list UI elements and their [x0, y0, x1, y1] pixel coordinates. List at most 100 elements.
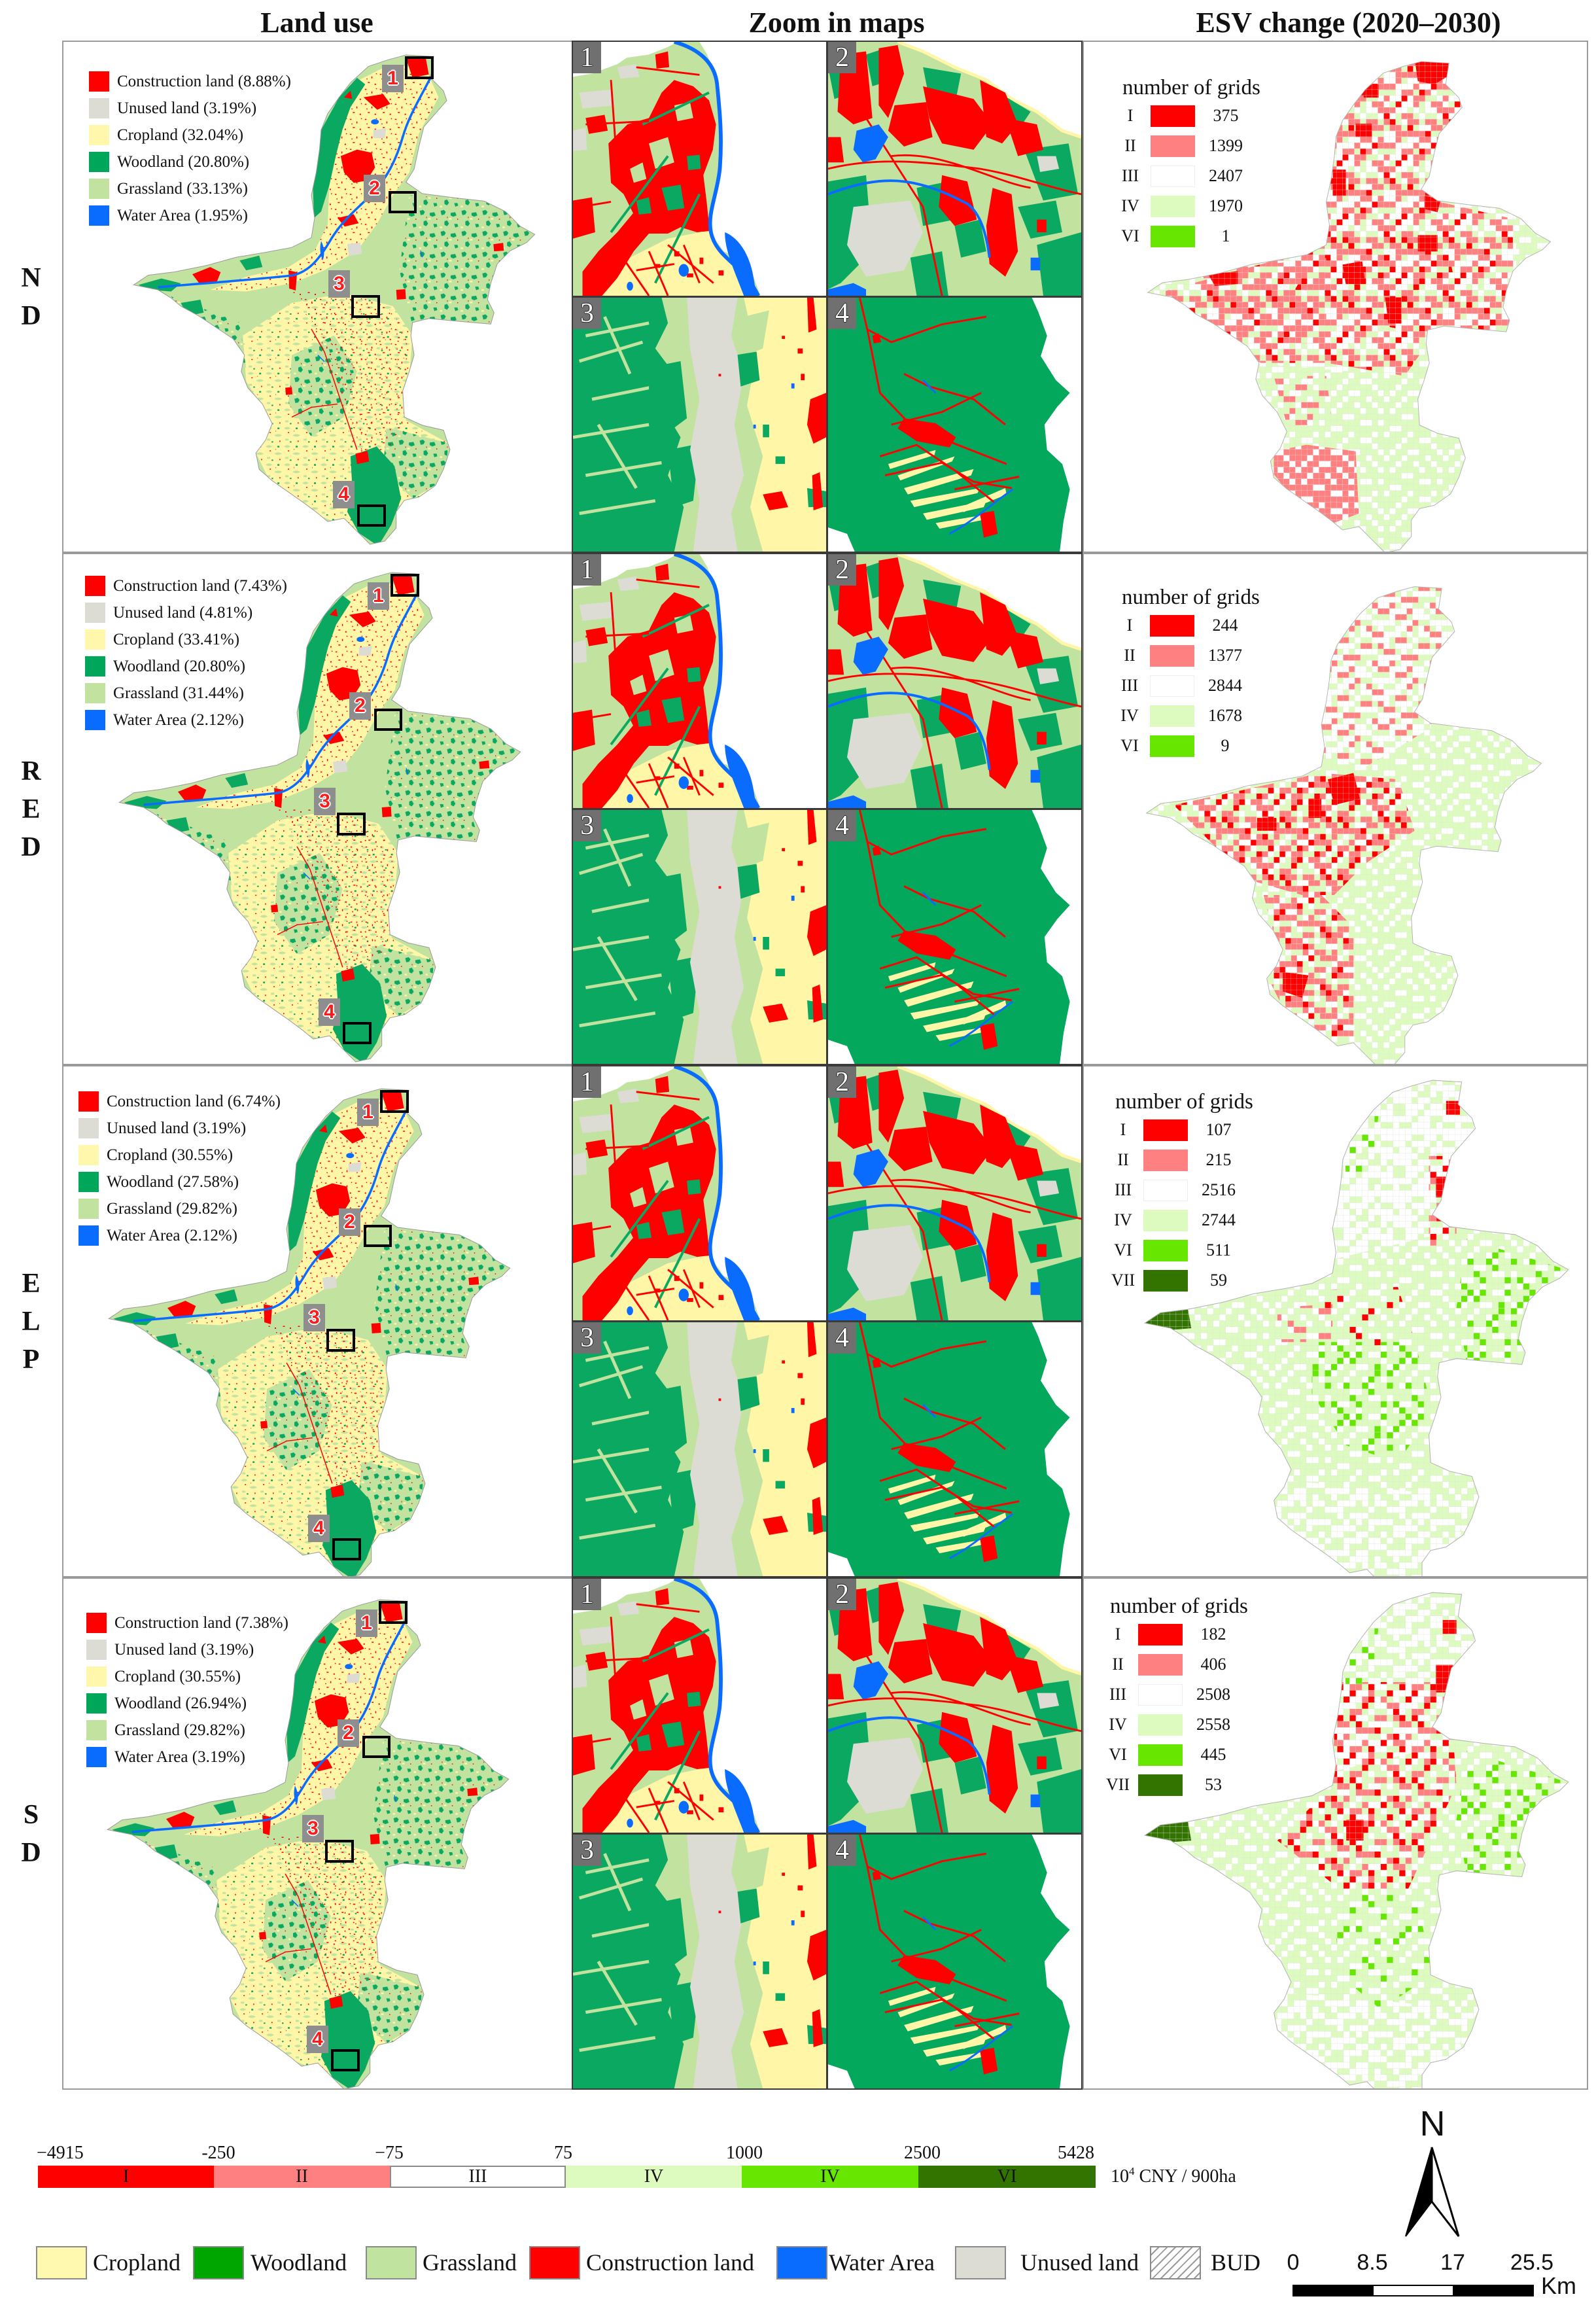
- esv-legend-item-ii: II 215: [1108, 1145, 1253, 1175]
- legend-item-cropland: Cropland (33.41%): [85, 626, 287, 653]
- esv-class-swatch: [1143, 1119, 1188, 1141]
- legend-swatch: [85, 603, 105, 623]
- zoom-map-3: 3: [572, 1833, 827, 2090]
- zoom-map-image: [828, 810, 1081, 1064]
- esv-grid-count: 59: [1210, 1271, 1227, 1290]
- legend-swatch: [89, 179, 109, 199]
- esv-class-swatch: [1143, 1269, 1188, 1292]
- scenario-label-letter: E: [22, 794, 41, 824]
- zoom-map-1: 1: [572, 1577, 827, 1834]
- esv-class-swatch: [1143, 1239, 1188, 1261]
- scenario-label-letter: N: [21, 262, 41, 293]
- zoom-extent-box-1: [405, 56, 434, 79]
- zoom-map-image: [573, 1066, 826, 1320]
- esv-grid-count: 1399: [1209, 136, 1243, 155]
- scale-bar-tick: 0: [1287, 2250, 1300, 2275]
- column-header-esv-change: ESV change (2020–2030): [1196, 7, 1501, 39]
- legend-swatch: [89, 205, 109, 226]
- zoom-map-4: 4: [827, 1321, 1083, 1577]
- legend-label-construction-land: Construction land: [586, 2249, 754, 2276]
- esv-class-swatch: [1143, 1149, 1188, 1171]
- land-use-map-area: 1 2 3 4: [62, 559, 560, 1065]
- legend-swatch: [85, 710, 105, 730]
- legend-swatch: [85, 656, 105, 677]
- esv-class-label: VI: [1121, 226, 1139, 245]
- esv-legend-item-iii: III 2508: [1103, 1680, 1248, 1710]
- zoom-map-number-badge: 1: [573, 554, 601, 586]
- esv-grid-count-legend: number of grids I 107 II 215 III 2516 IV 274…: [1108, 1089, 1253, 1295]
- zoom-extent-box-4: [332, 1538, 361, 1560]
- zoom-extent-box-3: [337, 813, 366, 836]
- zoom-maps-panel: 1 2 3 4: [572, 553, 1083, 1065]
- zoom-map-image: [828, 298, 1081, 552]
- scenario-label-letter: R: [21, 756, 41, 786]
- esv-grid-count: 1377: [1208, 646, 1242, 665]
- esv-class-swatch: [1151, 225, 1195, 247]
- zoom-map-image: [573, 810, 826, 1064]
- esv-class-swatch: [1150, 675, 1194, 697]
- legend-swatch: [86, 1720, 107, 1740]
- esv-grid-count: 445: [1200, 1745, 1226, 1764]
- land-use-panel: 1 2 3 4 Construction land (7.38%) Unused…: [62, 1577, 573, 2090]
- zoom-map-2: 2: [827, 553, 1083, 809]
- zoom-extent-box-3: [325, 1840, 354, 1863]
- zoom-map-number-badge: 4: [828, 810, 856, 841]
- colorbar-unit: 104 CNY / 900ha: [1111, 2166, 1236, 2188]
- esv-legend-title: number of grids: [1115, 1090, 1253, 1114]
- land-use-legend: Construction land (8.88%) Unused land (3…: [89, 68, 291, 229]
- legend-label: Grassland (29.82%): [107, 1199, 237, 1218]
- legend-swatch-grassland: [366, 2246, 417, 2279]
- colorbar-tick: −4915: [37, 2143, 84, 2163]
- scenario-row-red: R E D 1 2 3 4 Construction land (7.43%) …: [21, 553, 1588, 1065]
- map-marker-badge-2: 2: [338, 1719, 359, 1747]
- esv-legend-item-i: I 107: [1108, 1115, 1253, 1145]
- legend-item-water-area: Water Area (3.19%): [86, 1744, 288, 1770]
- esv-grid-count: 511: [1206, 1240, 1232, 1259]
- esv-legend-item-ii: II 1399: [1115, 131, 1260, 161]
- zoom-map-image: [828, 1322, 1081, 1576]
- legend-item-unused-land: Unused land (4.81%): [85, 599, 287, 626]
- legend-swatch: [89, 71, 109, 92]
- zoom-map-3: 3: [572, 296, 827, 553]
- legend-swatch-construction-land: [529, 2246, 580, 2279]
- map-marker-badge-3: 3: [314, 788, 336, 815]
- zoom-extent-box-4: [343, 1022, 372, 1044]
- esv-grid-count-legend: number of grids I 182 II 406 III 2508 IV 255…: [1103, 1593, 1248, 1800]
- legend-item-woodland: Woodland (26.94%): [86, 1690, 288, 1717]
- esv-legend-item-iv: IV 1678: [1115, 701, 1260, 731]
- zoom-map-3: 3: [572, 809, 827, 1065]
- legend-item-woodland: Woodland (20.80%): [89, 149, 291, 175]
- zoom-map-number-badge: 1: [573, 42, 601, 73]
- zoom-map-1: 1: [572, 1065, 827, 1322]
- esv-legend-title: number of grids: [1110, 1594, 1248, 1618]
- zoom-extent-box-1: [390, 574, 419, 597]
- scenario-label: S D: [0, 1577, 62, 2090]
- scenario-label-letter: E: [22, 1268, 41, 1299]
- column-header-zoom-maps: Zoom in maps: [748, 7, 925, 39]
- zoom-maps-panel: 1 2 3 4: [572, 41, 1083, 553]
- legend-label: Woodland (27.58%): [107, 1172, 239, 1191]
- legend-label: Construction land (7.43%): [113, 576, 287, 595]
- esv-class-label: IV: [1121, 196, 1139, 215]
- esv-change-panel: number of grids I 244 II 1377 III 2844 IV 16…: [1083, 553, 1588, 1065]
- colorbar-tick: 75: [554, 2143, 572, 2163]
- map-marker-badge-2: 2: [349, 692, 371, 720]
- esv-legend-item-vi: VI 511: [1108, 1235, 1253, 1265]
- esv-legend-item-iii: III 2844: [1115, 671, 1260, 701]
- legend-swatch: [86, 1640, 107, 1660]
- esv-class-label: I: [1127, 106, 1134, 125]
- esv-legend-item-ii: II 1377: [1115, 641, 1260, 671]
- legend-item-cropland: Cropland (30.55%): [86, 1663, 288, 1690]
- zoom-extent-box-2: [362, 1736, 390, 1758]
- zoom-map-number-badge: 4: [828, 1835, 856, 1866]
- esv-class-swatch: [1138, 1653, 1183, 1676]
- esv-class-label: II: [1124, 646, 1136, 665]
- zoom-map-3: 3: [572, 1321, 827, 1577]
- legend-label: Water Area (1.95%): [117, 206, 248, 224]
- zoom-map-2: 2: [827, 1065, 1083, 1322]
- legend-item-water-area: Water Area (1.95%): [89, 202, 291, 229]
- esv-grid-count: 53: [1205, 1775, 1222, 1794]
- column-header-land-use: Land use: [260, 7, 373, 39]
- esv-grid-count: 1: [1221, 226, 1230, 245]
- esv-legend-item-iii: III 2407: [1115, 161, 1260, 191]
